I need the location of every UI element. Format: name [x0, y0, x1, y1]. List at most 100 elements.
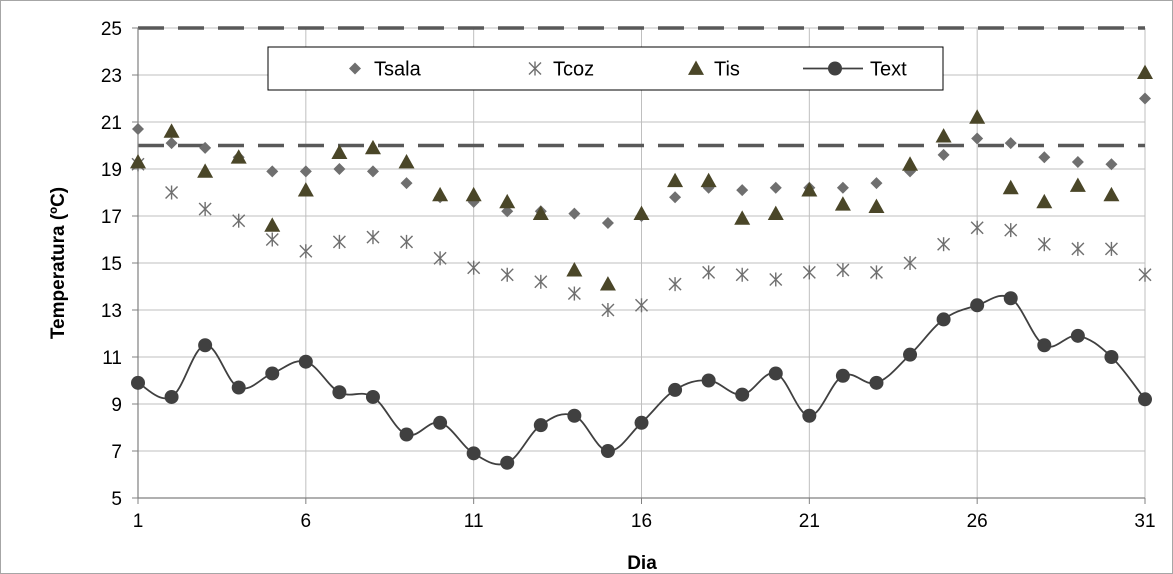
y-tick-label: 13 [101, 301, 122, 322]
data-point-tcoz [836, 263, 850, 278]
data-point-text [1037, 338, 1052, 353]
data-point-tsala [937, 148, 950, 161]
series-tis [130, 64, 1153, 291]
legend-item-tsala: Tsala [349, 59, 422, 81]
data-point-tsala [199, 141, 212, 154]
data-point-tcoz [299, 244, 313, 259]
data-point-text [533, 418, 548, 433]
y-tick-label: 25 [101, 19, 122, 40]
data-point-tis [700, 172, 717, 188]
data-point-tis [398, 153, 415, 169]
data-point-tcoz [332, 234, 346, 249]
data-point-text [634, 415, 649, 430]
data-point-tis [163, 123, 180, 138]
y-tick-label: 17 [101, 207, 122, 228]
legend-marker-tcoz [528, 61, 542, 76]
data-point-tsala [333, 163, 346, 175]
data-point-tsala [836, 181, 849, 194]
data-point-tis [902, 156, 919, 171]
y-tick-label: 21 [101, 113, 122, 134]
data-point-tis [432, 186, 449, 202]
data-point-tis [1036, 193, 1053, 209]
data-point-tsala [568, 207, 581, 220]
data-point-text [399, 427, 414, 442]
data-point-tcoz [232, 213, 246, 228]
y-tick-label: 15 [101, 254, 122, 275]
data-point-tis [767, 205, 784, 221]
data-point-tcoz [635, 298, 648, 313]
data-point-tcoz [265, 232, 279, 247]
data-point-tis [264, 217, 281, 232]
data-point-tis [1069, 177, 1086, 192]
data-point-tsala [400, 177, 413, 190]
y-tick-label: 9 [111, 395, 122, 416]
data-point-tis [331, 144, 348, 159]
data-point-tcoz [769, 272, 783, 287]
data-point-text [668, 382, 683, 397]
x-axis-title: Dia [627, 553, 657, 574]
x-tick-label: 31 [1134, 511, 1155, 532]
series-layer [130, 64, 1153, 470]
data-point-tsala [165, 137, 178, 150]
data-point-tsala [299, 165, 312, 178]
data-point-tcoz [534, 274, 548, 289]
data-point-tsala [870, 177, 883, 190]
data-point-tcoz [1004, 223, 1018, 238]
data-point-tis [667, 172, 684, 188]
y-tick-label: 7 [111, 442, 122, 463]
data-point-text [131, 375, 145, 390]
data-point-text [1104, 350, 1119, 364]
data-point-tsala [1139, 92, 1151, 105]
x-tick-label: 1 [133, 511, 144, 532]
data-point-tcoz [165, 185, 179, 200]
data-point-tcoz [601, 303, 615, 317]
data-point-tsala [1105, 158, 1118, 171]
legend-item-tis: Tis [688, 59, 740, 81]
data-point-text [567, 408, 582, 423]
x-tick-label: 26 [967, 511, 988, 532]
x-tick-label: 21 [799, 511, 820, 532]
data-point-tis [465, 186, 482, 202]
data-point-tsala [1004, 137, 1017, 150]
data-point-tcoz [198, 201, 212, 216]
data-point-tcoz [1104, 241, 1118, 256]
data-point-tsala [736, 184, 749, 197]
data-point-tis [935, 128, 952, 143]
data-point-tis [364, 139, 381, 155]
legend-label-tis: Tis [714, 59, 740, 81]
data-point-tcoz [869, 265, 883, 280]
data-point-tcoz [970, 220, 984, 235]
data-point-text [1003, 291, 1018, 306]
data-point-tcoz [1037, 237, 1051, 252]
data-point-tcoz [433, 251, 447, 266]
data-point-text [869, 375, 884, 390]
legend-marker-tis [688, 60, 704, 75]
data-point-tis [868, 198, 885, 213]
data-point-tis [834, 196, 851, 211]
data-point-tcoz [366, 230, 380, 245]
data-point-tsala [601, 217, 614, 230]
axes [132, 27, 1146, 504]
data-point-text [265, 366, 280, 381]
data-point-tis [599, 276, 616, 291]
data-point-tsala [366, 165, 379, 178]
data-point-text [1070, 328, 1085, 343]
data-point-text [835, 368, 850, 383]
data-point-tis [633, 205, 650, 221]
data-point-text [970, 298, 985, 313]
series-text [131, 291, 1152, 470]
series-tcoz [131, 157, 1152, 317]
data-point-text [332, 385, 347, 400]
legend-label-text: Text [870, 59, 907, 81]
data-point-text [802, 408, 817, 423]
data-point-tis [499, 193, 516, 209]
x-tick-label: 16 [631, 511, 652, 532]
y-tick-label: 5 [111, 489, 122, 510]
data-point-tcoz [500, 267, 514, 282]
data-point-text [500, 455, 515, 470]
data-point-text [433, 415, 448, 430]
data-point-tcoz [735, 267, 749, 282]
data-point-tis [197, 163, 214, 178]
